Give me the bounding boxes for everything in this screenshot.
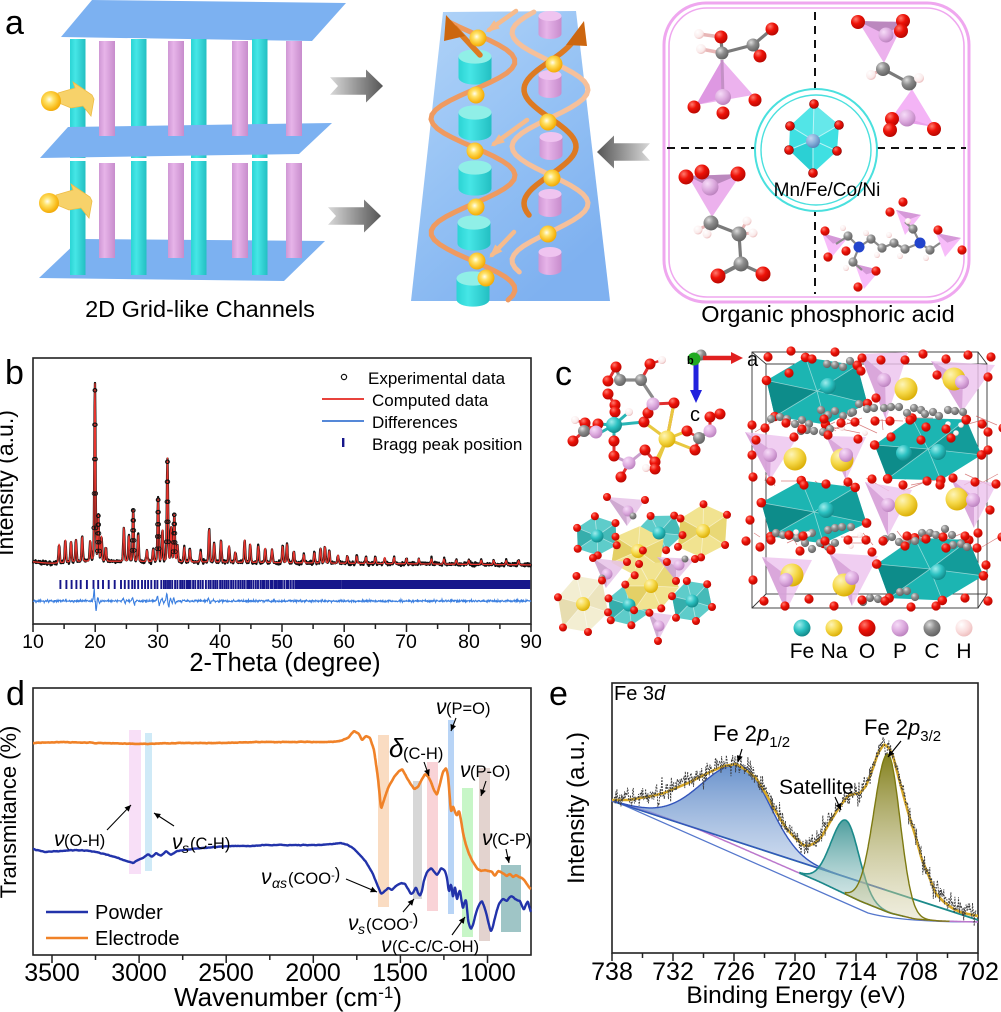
svg-text:(C-H): (C-H)	[190, 835, 230, 853]
svg-text:ν: ν	[172, 831, 183, 854]
svg-text:s: s	[182, 840, 189, 856]
svg-text:(COO-): (COO-)	[366, 911, 418, 934]
svg-text:(C-H): (C-H)	[403, 745, 443, 763]
svg-text:708: 708	[896, 958, 938, 986]
svg-text:714: 714	[835, 958, 877, 986]
svg-text:738: 738	[591, 958, 633, 986]
svg-text:(C-P): (C-P)	[492, 831, 531, 849]
svg-text:e: e	[549, 675, 568, 713]
svg-text:δ: δ	[389, 733, 404, 763]
svg-text:ν: ν	[54, 828, 65, 851]
svg-text:Mn/Fe/Co/Ni: Mn/Fe/Co/Ni	[774, 180, 881, 201]
svg-text:Fe 2p1/2: Fe 2p1/2	[713, 721, 790, 751]
svg-text:Intensity (a.u.): Intensity (a.u.)	[563, 732, 590, 884]
svg-text:ν: ν	[261, 866, 272, 889]
svg-text:Binding Energy (eV): Binding Energy (eV)	[686, 982, 905, 1009]
svg-text:1500: 1500	[372, 959, 428, 987]
svg-text:720: 720	[774, 958, 816, 986]
svg-text:d: d	[6, 675, 25, 713]
svg-text:3500: 3500	[24, 959, 80, 987]
svg-text:c: c	[555, 355, 572, 393]
svg-text:C: C	[924, 640, 939, 663]
svg-text:(C-C/C-OH): (C-C/C-OH)	[392, 938, 479, 956]
svg-text:(O-H): (O-H)	[64, 832, 105, 850]
svg-text:ν: ν	[381, 934, 392, 957]
svg-text:90: 90	[520, 631, 542, 653]
svg-text:ν: ν	[460, 759, 471, 782]
svg-text:Na: Na	[821, 640, 848, 663]
svg-text:732: 732	[652, 958, 694, 986]
svg-text:1000: 1000	[460, 959, 516, 987]
svg-text:s: s	[358, 921, 365, 937]
svg-text:P: P	[893, 640, 907, 663]
svg-text:Bragg peak position: Bragg peak position	[372, 435, 522, 454]
svg-text:Powder: Powder	[95, 902, 163, 924]
svg-text:O: O	[859, 640, 875, 663]
svg-text:b: b	[5, 354, 24, 392]
svg-text:b: b	[687, 355, 694, 367]
svg-text:Fe 3d: Fe 3d	[614, 683, 666, 705]
svg-text:Fe: Fe	[790, 640, 815, 663]
svg-text:10: 10	[22, 631, 44, 653]
svg-text:c: c	[690, 404, 700, 426]
svg-text:ν: ν	[348, 912, 359, 935]
svg-text:2000: 2000	[285, 959, 341, 987]
svg-text:Differences: Differences	[372, 413, 458, 432]
svg-text:Electrode: Electrode	[95, 928, 180, 950]
svg-text:a: a	[747, 349, 759, 371]
svg-text:(COO-): (COO-)	[288, 865, 340, 888]
svg-text:20: 20	[84, 631, 106, 653]
svg-text:Satellite: Satellite	[779, 776, 854, 799]
svg-text:ν: ν	[436, 696, 447, 719]
svg-text:Organic phosphoric acid: Organic phosphoric acid	[701, 301, 954, 327]
svg-text:Computed data: Computed data	[372, 391, 489, 410]
svg-text:(P-O): (P-O)	[470, 763, 510, 781]
svg-text:50: 50	[271, 631, 293, 653]
svg-text:702: 702	[957, 958, 999, 986]
svg-text:Intensity (a.u.): Intensity (a.u.)	[0, 410, 18, 556]
svg-text:ν: ν	[482, 827, 493, 850]
svg-text:80: 80	[458, 631, 480, 653]
svg-text:H: H	[956, 640, 971, 663]
svg-text:2-Theta (degree): 2-Theta (degree)	[189, 649, 380, 677]
svg-text:αs: αs	[272, 875, 287, 891]
svg-text:726: 726	[713, 958, 755, 986]
svg-text:Fe 2p3/2: Fe 2p3/2	[864, 715, 941, 745]
svg-text:(P=O): (P=O)	[446, 700, 490, 718]
svg-text:30: 30	[147, 631, 169, 653]
svg-text:Wavenumber (cm-1): Wavenumber (cm-1)	[174, 982, 402, 1012]
svg-text:70: 70	[395, 631, 417, 653]
svg-text:Transmitance (%): Transmitance (%)	[0, 726, 21, 899]
svg-text:2D Grid-like Channels: 2D Grid-like Channels	[85, 296, 315, 322]
svg-text:60: 60	[333, 631, 355, 653]
svg-text:3000: 3000	[111, 959, 167, 987]
svg-text:40: 40	[209, 631, 231, 653]
svg-text:Experimental data: Experimental data	[368, 369, 506, 388]
svg-text:2500: 2500	[198, 959, 254, 987]
svg-text:a: a	[5, 4, 24, 42]
